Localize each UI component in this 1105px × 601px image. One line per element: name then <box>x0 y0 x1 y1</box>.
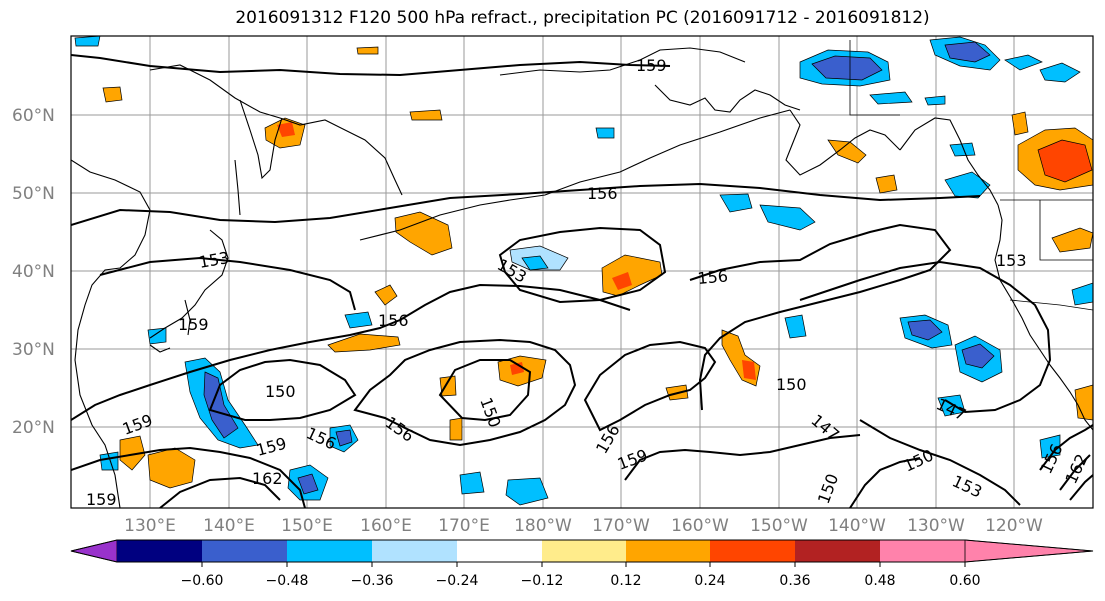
colorbar-bin <box>457 540 542 562</box>
contour-label: 150 <box>776 375 807 394</box>
lon-label: 130°W <box>907 516 965 536</box>
colorbar-tick-label: −0.48 <box>266 573 309 589</box>
contour-label: 150 <box>265 382 296 401</box>
colorbar-bin <box>626 540 710 562</box>
colorbar-bin <box>542 540 626 562</box>
lat-label: 40°N <box>12 262 55 282</box>
map-title: 2016091312 F120 500 hPa refract., precip… <box>235 8 930 28</box>
lon-label: 160°E <box>360 516 412 536</box>
lon-label: 130°E <box>124 516 176 536</box>
lat-label: 50°N <box>12 184 55 204</box>
colorbar-bin <box>117 540 202 562</box>
latitude-labels: 60°N 50°N 40°N 30°N 20°N <box>12 106 55 438</box>
lon-label: 150°W <box>750 516 808 536</box>
lon-label: 170°E <box>438 516 490 536</box>
contour-label: 159 <box>86 490 117 509</box>
contour-label: 156 <box>378 311 409 330</box>
lat-label: 30°N <box>12 340 55 360</box>
colorbar-bin <box>372 540 457 562</box>
lon-label: 140°W <box>828 516 886 536</box>
lon-label: 120°W <box>985 516 1043 536</box>
lon-label: 140°E <box>203 516 255 536</box>
lat-label: 20°N <box>12 418 55 438</box>
colorbar: −0.60 −0.48 −0.36 −0.24 −0.12 0.12 0.24 … <box>70 539 1094 589</box>
colorbar-tick-label: 0.24 <box>694 573 725 589</box>
colorbar-tick-label: 0.60 <box>949 573 980 589</box>
colorbar-bin <box>880 540 965 562</box>
contour-label: 159 <box>178 315 209 334</box>
coastlines <box>71 40 1093 508</box>
lon-label: 170°W <box>592 516 650 536</box>
colorbar-bin <box>202 540 287 562</box>
contour-label: 156 <box>697 266 729 288</box>
lat-label: 60°N <box>12 106 55 126</box>
colorbar-tick-label: −0.36 <box>351 573 394 589</box>
colorbar-tick-label: 0.48 <box>864 573 895 589</box>
lon-label: 160°W <box>671 516 729 536</box>
colorbar-min-extend <box>70 539 118 563</box>
contour-label: 159 <box>636 56 667 75</box>
gridlines <box>71 36 1093 508</box>
colorbar-outline <box>70 539 1094 563</box>
colorbar-tick-label: −0.60 <box>181 573 224 589</box>
refractivity-contours <box>71 54 1093 508</box>
map-border <box>70 35 1094 509</box>
contour-label: 156 <box>587 184 618 203</box>
colorbar-bin <box>287 540 372 562</box>
colorbar-tick-label: −0.24 <box>436 573 479 589</box>
lon-label: 180°W <box>514 516 572 536</box>
colorbar-bin <box>710 540 795 562</box>
colorbar-max-extend <box>964 539 1094 563</box>
longitude-labels: 130°E 140°E 150°E 160°E 170°E 180°W 170°… <box>124 516 1043 536</box>
contour-label: 153 <box>996 251 1027 270</box>
colorbar-tick-label: −0.12 <box>521 573 564 589</box>
colorbar-tick-label: 0.36 <box>779 573 810 589</box>
colorbar-bin <box>795 540 880 562</box>
contour-label: 162 <box>252 469 283 488</box>
lon-label: 150°E <box>281 516 333 536</box>
colorbar-tick-label: 0.12 <box>610 573 641 589</box>
